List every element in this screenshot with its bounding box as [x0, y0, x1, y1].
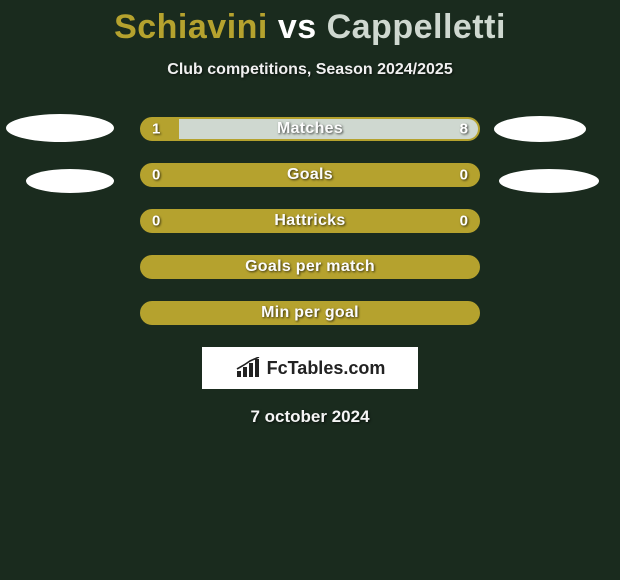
- stat-label: Min per goal: [142, 304, 478, 322]
- page-title: Schiavini vs Cappelletti: [0, 0, 620, 47]
- stat-row: 18Matches: [140, 117, 480, 141]
- date-label: 7 october 2024: [0, 407, 620, 427]
- decorative-ellipse: [494, 116, 586, 142]
- stat-label: Goals per match: [142, 258, 478, 276]
- comparison-chart: 18Matches 00Goals 00Hattricks Goals per mat…: [0, 117, 620, 325]
- stat-label: Hattricks: [142, 212, 478, 230]
- stat-row: Min per goal: [140, 301, 480, 325]
- logo-box: FcTables.com: [202, 347, 418, 389]
- title-vs: vs: [278, 8, 317, 46]
- stat-row: 00Hattricks: [140, 209, 480, 233]
- stat-row: Goals per match: [140, 255, 480, 279]
- stat-label: Goals: [142, 166, 478, 184]
- stat-row: 00Goals: [140, 163, 480, 187]
- subtitle: Club competitions, Season 2024/2025: [0, 61, 620, 79]
- title-player1: Schiavini: [114, 8, 268, 46]
- decorative-ellipse: [499, 169, 599, 193]
- logo-text: FcTables.com: [267, 358, 386, 379]
- barchart-icon: [235, 357, 261, 379]
- stat-label: Matches: [142, 120, 478, 138]
- title-player2: Cappelletti: [327, 8, 506, 46]
- decorative-ellipse: [26, 169, 114, 193]
- decorative-ellipse: [6, 114, 114, 142]
